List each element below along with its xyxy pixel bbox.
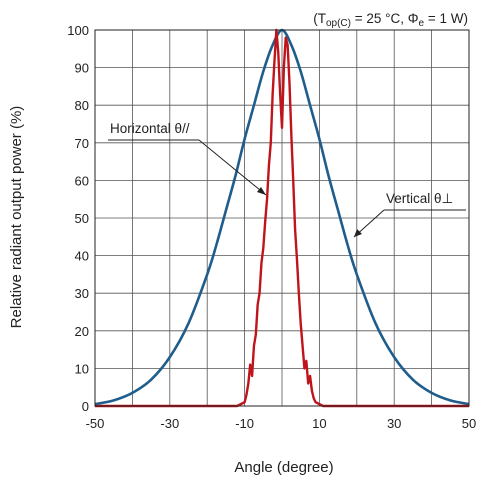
annotation-vertical-arrowhead (354, 229, 362, 237)
y-tick-label: 70 (75, 136, 89, 151)
x-axis-label: Angle (degree) (234, 459, 333, 476)
annotation-horizontal-arrowhead (257, 187, 266, 195)
x-tick-label: -10 (235, 416, 254, 431)
y-tick-label: 80 (75, 98, 89, 113)
y-ticks: 0 10 20 30 40 50 60 70 80 90 100 (67, 23, 89, 414)
y-tick-label: 60 (75, 173, 89, 188)
plot-frame (94, 29, 470, 407)
y-tick-label: 30 (75, 286, 89, 301)
series-horizontal-line (95, 28, 469, 408)
y-tick-label: 20 (75, 324, 89, 339)
annotation-horizontal-label: Horizontal θ// (110, 121, 190, 136)
x-tick-label: 10 (312, 416, 326, 431)
annotation-vertical-label: Vertical θ⊥ (386, 191, 453, 206)
x-tick-label: 30 (387, 416, 401, 431)
y-tick-label: 0 (82, 399, 89, 414)
y-axis-label: Relative radiant output power (%) (8, 106, 25, 329)
y-tick-label: 40 (75, 249, 89, 264)
annotation-horizontal-leader (198, 139, 267, 196)
y-tick-label: 50 (75, 211, 89, 226)
y-tick-label: 90 (75, 61, 89, 76)
x-tick-label: 50 (462, 416, 476, 431)
y-tick-label: 10 (75, 361, 89, 376)
annotation-vertical: Vertical θ⊥ (353, 191, 466, 238)
x-tick-label: -30 (160, 416, 179, 431)
x-tick-label: -50 (86, 416, 105, 431)
annotation-horizontal: Horizontal θ// (108, 121, 267, 196)
x-ticks: -50 -30 -10 10 30 50 (86, 416, 477, 431)
y-tick-label: 100 (67, 23, 89, 38)
gridlines (94, 29, 470, 407)
measurement-condition: (Top(C) = 25 °C, Φe = 1 W) (313, 11, 468, 29)
